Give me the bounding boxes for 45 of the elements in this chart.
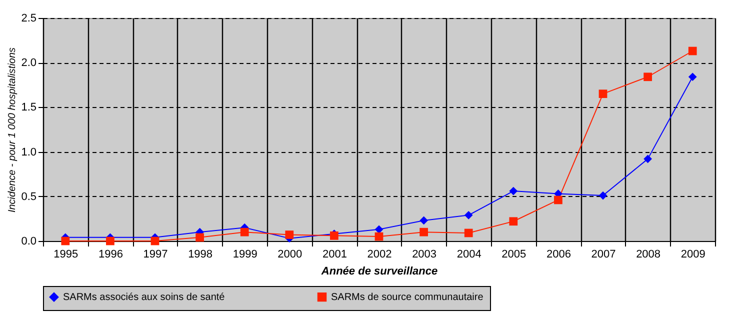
y-tick-label: 1.0 bbox=[21, 146, 36, 158]
x-tick-label: 2008 bbox=[636, 248, 661, 260]
point bbox=[688, 46, 697, 56]
y-tick-label: 2.5 bbox=[21, 12, 36, 24]
x-axis-title: Année de surveillance bbox=[320, 266, 438, 278]
x-tick-label: 2007 bbox=[591, 248, 616, 260]
y-tick-label: 0.5 bbox=[21, 190, 36, 203]
point bbox=[285, 230, 294, 239]
point bbox=[464, 228, 473, 238]
y-axis-title: Incidence - pour 1 000 hospitalistions bbox=[7, 47, 18, 213]
point bbox=[598, 191, 608, 200]
point bbox=[374, 232, 384, 241]
point bbox=[644, 72, 652, 82]
x-tick-label: 2004 bbox=[456, 248, 482, 260]
legend-label: SARMs associés aux soins de santé bbox=[63, 292, 226, 304]
point bbox=[61, 236, 70, 246]
y-tick-label: 0.0 bbox=[21, 236, 36, 248]
x-tick-label: 1996 bbox=[98, 248, 123, 260]
point bbox=[420, 228, 428, 236]
x-tick-label: 2006 bbox=[546, 248, 571, 260]
point bbox=[150, 236, 160, 246]
point bbox=[644, 154, 652, 164]
y-tick-label: 1.5 bbox=[21, 102, 36, 114]
x-tick-label: 2001 bbox=[322, 248, 347, 260]
point bbox=[688, 72, 697, 82]
point bbox=[509, 186, 518, 196]
point bbox=[106, 236, 114, 246]
x-tick-label: 2002 bbox=[367, 248, 392, 260]
legend-label: SARMs de source communautaire bbox=[331, 292, 484, 304]
x-tick-label: 2005 bbox=[502, 248, 526, 260]
y-tick-label: 2.0 bbox=[21, 57, 36, 70]
x-tick-label: 2000 bbox=[278, 248, 302, 260]
point bbox=[420, 216, 428, 225]
x-tick-label: 1998 bbox=[188, 248, 213, 260]
x-tick-label: 1995 bbox=[54, 248, 78, 260]
x-tick-label: 1997 bbox=[143, 248, 168, 260]
x-tick-label: 2003 bbox=[412, 248, 437, 260]
point bbox=[240, 228, 249, 236]
x-tick-label: 1999 bbox=[232, 248, 258, 260]
point bbox=[554, 196, 562, 204]
point bbox=[196, 233, 204, 242]
x-tick-label: 2009 bbox=[680, 248, 706, 260]
point bbox=[598, 90, 608, 98]
point bbox=[509, 217, 518, 226]
point bbox=[464, 210, 473, 220]
